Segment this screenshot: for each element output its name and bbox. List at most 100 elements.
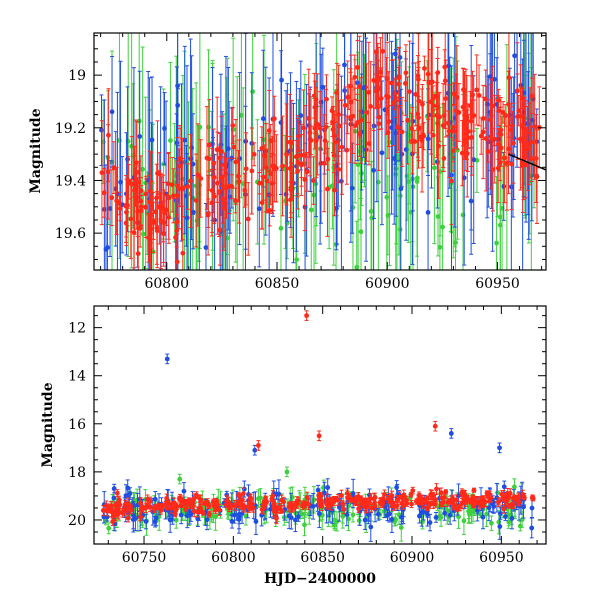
top-red-point — [125, 180, 131, 185]
bottom-green-point — [496, 519, 502, 525]
top-red-point — [352, 74, 358, 80]
top-red-point — [227, 183, 233, 189]
top-red-point — [394, 124, 400, 130]
top-ytick-label: 19.2 — [55, 121, 86, 137]
top-blue-point — [118, 179, 123, 185]
top-red-point — [153, 209, 158, 215]
top-red-point — [348, 83, 353, 89]
top-red-point — [495, 165, 501, 171]
top-red-point — [317, 125, 323, 131]
bottom-red-point — [394, 497, 400, 503]
bottom-blue-point — [325, 485, 331, 490]
top-panel: 60800 60850 60900 60950 19 19.2 19.4 19.6 Magni… — [28, 32, 547, 292]
bottom-blue-point — [232, 512, 237, 518]
bottom-blue-point — [362, 517, 368, 523]
bottom-red-point — [125, 507, 130, 512]
bottom-data-layer — [100, 310, 536, 542]
top-red-point — [214, 180, 220, 186]
top-red-point — [116, 201, 122, 206]
top-red-point — [151, 218, 156, 224]
top-red-point — [138, 208, 144, 214]
top-blue-point — [529, 117, 535, 123]
top-red-point — [511, 140, 516, 146]
top-red-point — [334, 90, 340, 96]
bottom-blue-point — [491, 504, 497, 509]
top-red-point — [435, 70, 441, 76]
top-green-point — [397, 227, 403, 232]
bottom-red-point — [138, 500, 144, 506]
bottom-blue-point — [316, 511, 322, 517]
top-red-point — [393, 95, 399, 101]
bottom-red-point — [147, 504, 153, 510]
top-blue-point — [137, 134, 143, 139]
top-red-point — [304, 169, 310, 175]
top-red-point — [468, 118, 474, 124]
bottom-blue-point — [433, 514, 439, 520]
bottom-blue-point — [253, 519, 259, 524]
bottom-blue-point — [181, 488, 187, 494]
bottom-red-point — [399, 501, 405, 506]
top-y-axis-label: Magnitude — [28, 108, 44, 193]
top-red-point — [217, 227, 223, 233]
top-red-point — [534, 174, 540, 180]
bottom-red-point — [471, 487, 477, 493]
top-green-point — [497, 222, 503, 228]
bottom-red-point — [103, 503, 109, 508]
top-red-point — [321, 160, 327, 166]
bottom-blue-point — [241, 486, 247, 492]
top-red-point — [332, 187, 337, 193]
bottom-blue-point — [344, 512, 350, 517]
top-blue-point — [398, 186, 404, 192]
bottom-blue-point — [229, 518, 235, 524]
top-red-point — [268, 138, 274, 143]
top-red-point — [322, 138, 328, 143]
top-green-point — [431, 165, 437, 171]
top-red-point — [256, 180, 262, 186]
top-blue-point — [107, 206, 113, 211]
bottom-green-point — [213, 514, 219, 520]
top-green-point — [140, 231, 146, 237]
top-blue-point — [379, 150, 385, 156]
top-xtick-label: 60900 — [365, 276, 410, 292]
top-green-point — [369, 215, 375, 221]
bottom-red-point — [114, 490, 120, 496]
top-red-point — [221, 205, 227, 211]
top-red-point — [502, 155, 507, 161]
top-red-point — [419, 138, 425, 143]
bottom-green-point — [437, 513, 443, 519]
bottom-red-point — [128, 507, 134, 513]
top-red-point — [267, 208, 273, 213]
bottom-green-point — [456, 514, 461, 520]
bottom-green-point — [495, 490, 500, 496]
bottom-blue-point — [389, 517, 395, 522]
bottom-blue-point — [442, 510, 448, 516]
bottom-green-point — [461, 518, 467, 524]
top-blue-point — [512, 53, 518, 59]
top-red-point — [165, 181, 171, 187]
bottom-red-point — [206, 511, 212, 517]
top-blue-point — [320, 84, 326, 90]
top-red-point — [480, 129, 486, 135]
bottom-red-point — [510, 503, 516, 509]
top-xtick-label: 60950 — [475, 276, 520, 292]
bottom-blue-point — [152, 519, 158, 525]
bottom-blue-point — [252, 447, 258, 453]
bottom-red-point — [238, 502, 243, 508]
top-green-point — [140, 166, 146, 172]
top-red-point — [399, 129, 405, 135]
top-red-point — [129, 181, 135, 187]
bottom-red-point — [128, 503, 133, 509]
bottom-blue-point — [368, 524, 374, 530]
bottom-blue-point — [386, 511, 392, 517]
top-red-point — [425, 71, 431, 77]
bottom-red-point — [445, 500, 451, 505]
top-red-point — [386, 119, 392, 124]
top-red-point — [160, 206, 166, 211]
top-blue-point — [162, 126, 167, 131]
bottom-blue-point — [315, 487, 321, 493]
top-red-point — [519, 95, 525, 101]
top-red-point — [312, 104, 318, 110]
top-model-curve — [508, 153, 546, 171]
top-red-point — [469, 135, 475, 140]
